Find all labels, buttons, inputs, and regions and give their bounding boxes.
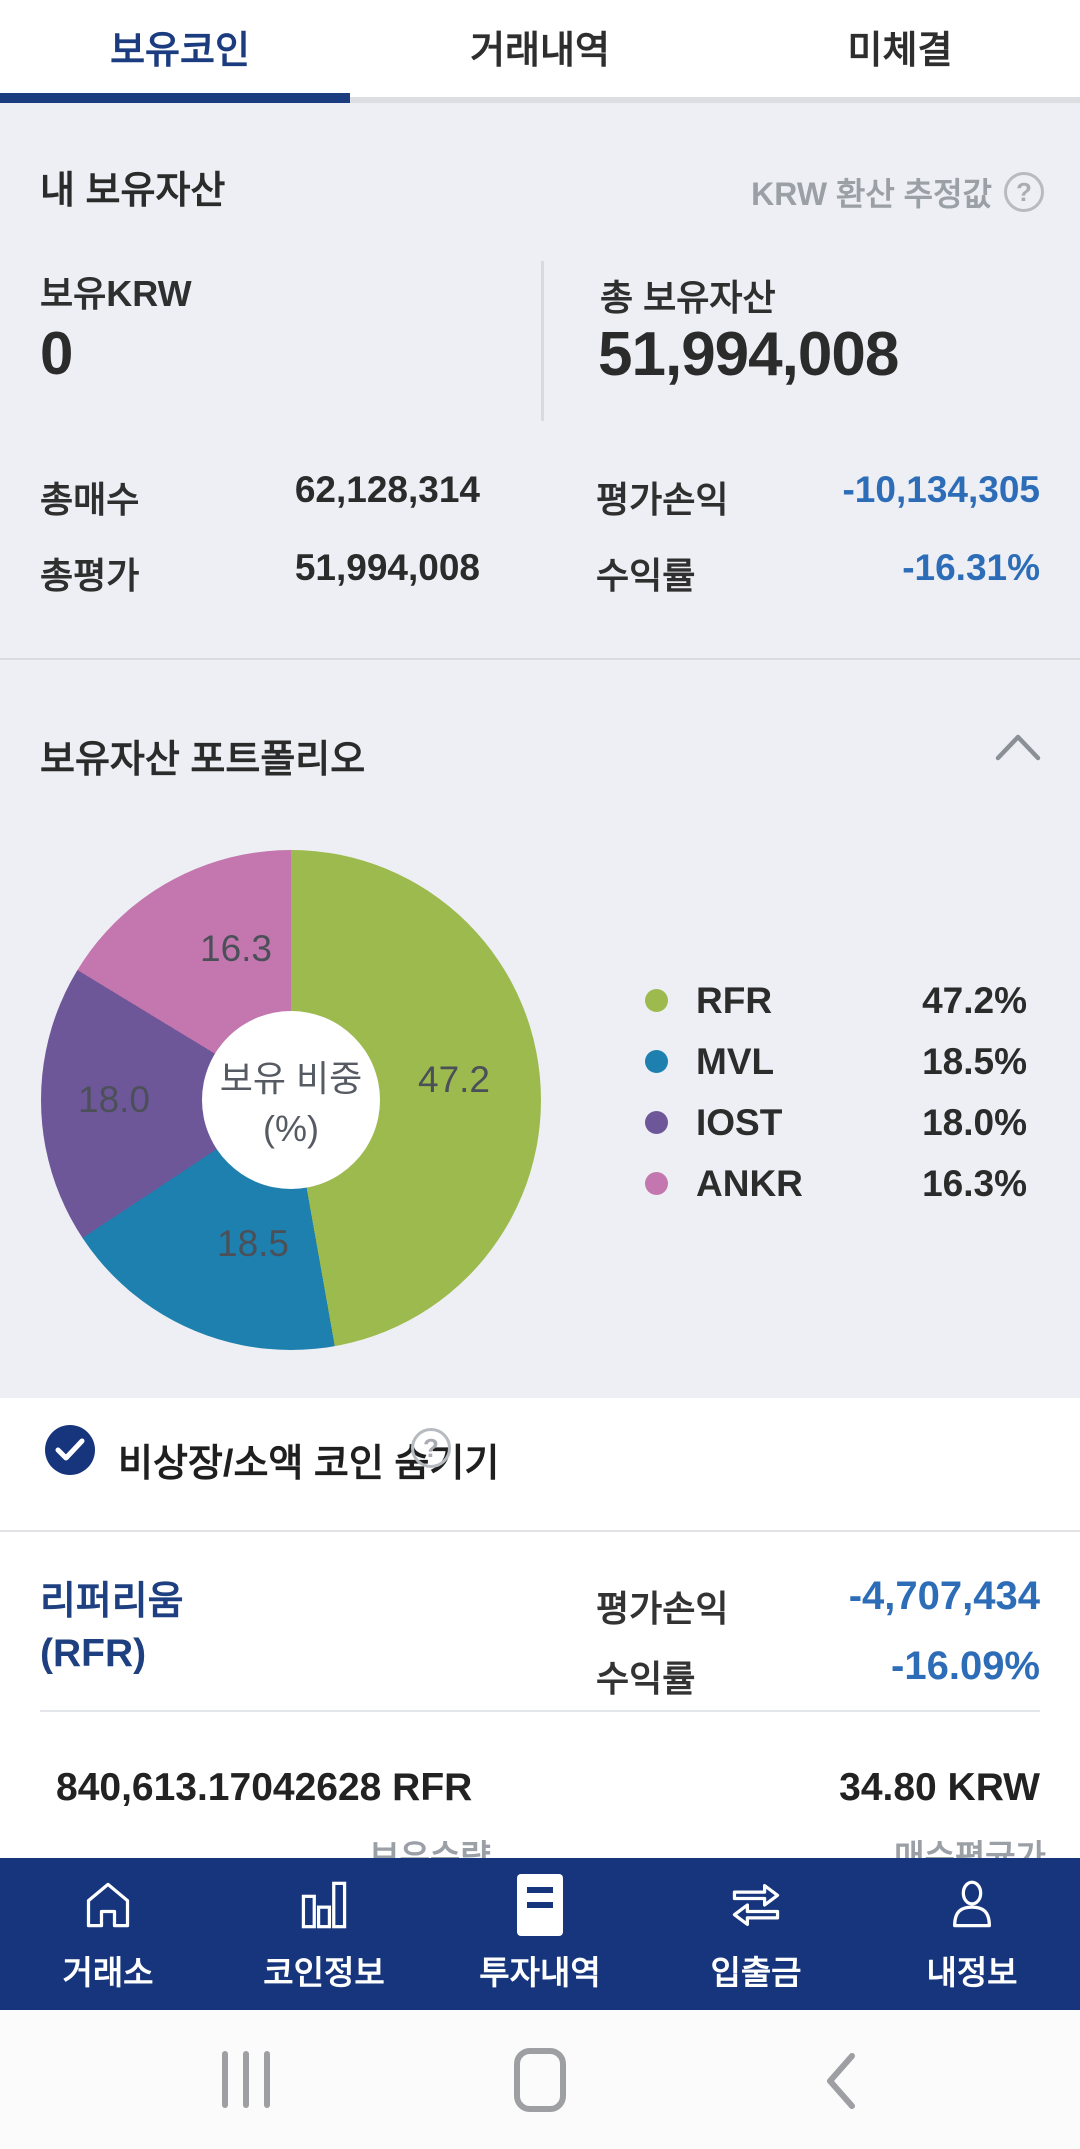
legend-item-rfr: RFR 47.2% [645,970,1027,1031]
assets-summary-card: 내 보유자산 KRW 환산 추정값 ? 보유KRW 0 총 보유자산 51,99… [0,103,1080,658]
investment-list-icon [517,1874,563,1936]
tab-underline-track [350,97,1080,103]
coin-pl-label: 평가손익 [596,1588,729,1629]
legend-item-ankr: ANKR 16.3% [645,1153,1027,1214]
top-tab-bar: 보유코인 거래내역 미체결 [0,0,1080,103]
person-icon [946,1874,998,1936]
held-krw-label: 보유KRW [40,273,192,314]
home-icon [82,1874,134,1936]
nav-item-investments[interactable]: 투자내역 [432,1858,648,2010]
legend-name: IOST [696,1101,783,1143]
coin-name: 리퍼리움 [40,1580,184,1623]
total-assets-value: 51,994,008 [598,320,899,389]
legend-value: 18.0% [922,1101,1027,1143]
legend-dot-iost [645,1111,668,1134]
slice-label-iost: 18.0 [77,1079,151,1120]
nav-label: 입출금 [710,1954,802,1991]
home-button[interactable] [514,2048,566,2112]
hide-small-coins-row[interactable]: 비상장/소액 코인 숨기기 ? [0,1398,1080,1530]
chevron-up-icon[interactable] [992,730,1044,764]
legend-value: 16.3% [922,1162,1027,1204]
coin-yield-label: 수익률 [596,1658,696,1699]
slice-label-rfr: 47.2 [417,1059,491,1100]
yield-label: 수익률 [596,555,696,596]
vertical-divider [541,261,544,421]
legend-value: 47.2% [922,979,1027,1021]
nav-label: 코인정보 [263,1954,385,1991]
transfer-arrows-icon [728,1874,784,1936]
coin-row-rfr[interactable]: 리퍼리움 (RFR) 평가손익 -4,707,434 수익률 -16.09% 8… [0,1532,1080,1875]
total-assets-label: 총 보유자산 [600,277,776,318]
section-divider [0,658,1080,660]
legend-dot-mvl [645,1050,668,1073]
help-icon[interactable]: ? [411,1428,451,1468]
legend-item-iost: IOST 18.0% [645,1092,1027,1153]
donut-center-line1: 보유 비중 [219,1058,363,1099]
portfolio-donut: 47.2 18.5 18.0 16.3 보유 비중 (%) [41,850,541,1350]
donut-center-line2: (%) [263,1108,319,1149]
slice-label-ankr: 16.3 [199,928,273,969]
nav-label: 거래소 [62,1954,154,1991]
legend-name: ANKR [696,1162,803,1204]
total-eval-label: 총평가 [40,555,140,596]
portfolio-title: 보유자산 포트폴리오 [40,739,366,781]
system-nav-bar [0,2010,1080,2149]
pl-value: -10,134,305 [842,469,1040,510]
nav-item-my-info[interactable]: 내정보 [864,1858,1080,2010]
active-tab-underline [0,93,350,103]
nav-label: 내정보 [926,1954,1018,1991]
total-buy-value: 62,128,314 [294,469,480,510]
back-button[interactable] [822,2050,858,2112]
nav-label: 투자내역 [479,1954,601,1991]
legend-name: MVL [696,1040,775,1082]
coin-yield-value: -16.09% [891,1644,1040,1688]
held-krw-value: 0 [40,320,74,387]
coin-ticker: (RFR) [40,1632,147,1675]
nav-item-deposit-withdraw[interactable]: 입출금 [648,1858,864,2010]
donut-center-label: 보유 비중 (%) [202,1011,380,1189]
legend-dot-rfr [645,989,668,1012]
row-divider [0,1530,1080,1532]
coin-avg-price: 34.80 KRW [839,1766,1040,1809]
coin-amount: 840,613.17042628 RFR [56,1766,473,1809]
coin-inner-divider [40,1710,1040,1712]
krw-estimate-note: KRW 환산 추정값 ? [751,169,1044,215]
tab-trade-history[interactable]: 거래내역 [470,30,610,72]
nav-item-exchange[interactable]: 거래소 [0,1858,216,2010]
bar-chart-icon [298,1874,350,1936]
portfolio-section: 보유자산 포트폴리오 47.2 18.5 18.0 16.3 보유 비중 (%)… [0,660,1080,1398]
total-eval-value: 51,994,008 [294,547,480,588]
portfolio-legend: RFR 47.2% MVL 18.5% IOST 18.0% ANKR 16.3… [645,970,1027,1214]
help-icon[interactable]: ? [1004,172,1044,212]
total-buy-label: 총매수 [40,479,140,520]
tab-open-orders[interactable]: 미체결 [847,30,953,72]
krw-estimate-label: KRW 환산 추정값 [751,176,992,212]
bottom-nav-bar: 거래소 코인정보 투자내역 [0,1858,1080,2010]
nav-item-coin-info[interactable]: 코인정보 [216,1858,432,2010]
coin-pl-value: -4,707,434 [848,1574,1040,1618]
legend-item-mvl: MVL 18.5% [645,1031,1027,1092]
checkbox-checked-icon[interactable] [45,1425,95,1475]
legend-name: RFR [696,979,773,1021]
slice-label-mvl: 18.5 [216,1223,290,1264]
summary-title: 내 보유자산 [40,170,226,212]
recents-button[interactable] [222,2051,270,2108]
tab-held-coins[interactable]: 보유코인 [110,30,250,72]
legend-dot-ankr [645,1172,668,1195]
legend-value: 18.5% [922,1040,1027,1082]
yield-value: -16.31% [902,547,1040,588]
pl-label: 평가손익 [596,479,729,520]
